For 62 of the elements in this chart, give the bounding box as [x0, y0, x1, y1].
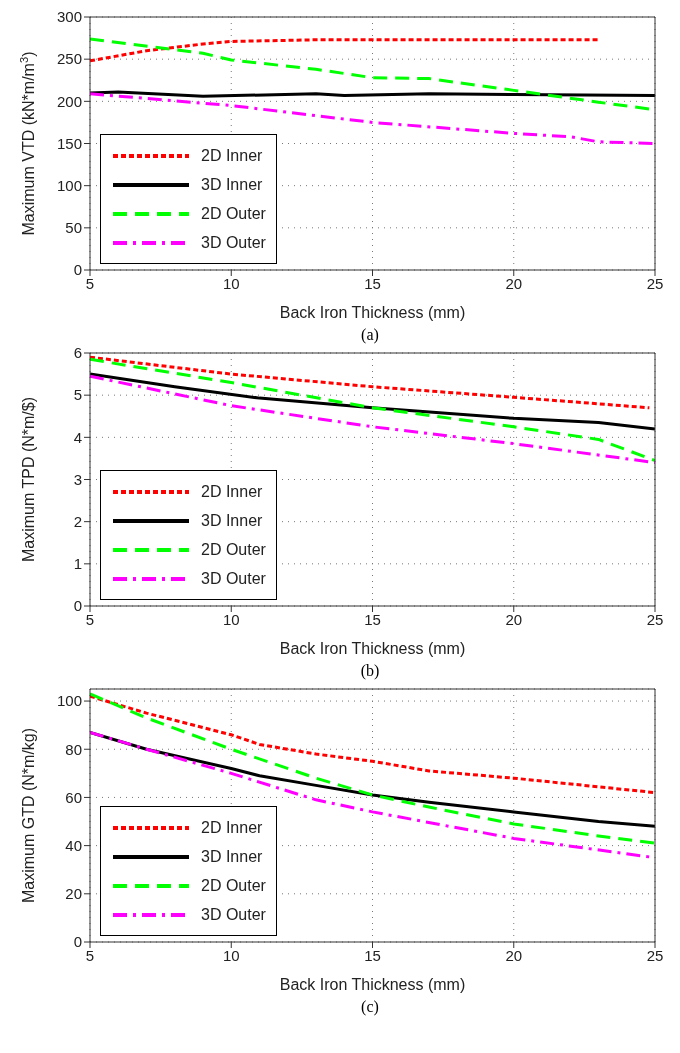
line-series [90, 692, 655, 845]
y-tick-label: 200 [56, 92, 82, 110]
y-tick-label: 2 [73, 512, 82, 530]
y-tick-label: 3 [73, 470, 82, 488]
y-tick-label: 6 [73, 344, 82, 362]
line-series [90, 694, 655, 795]
x-axis-title: Back Iron Thickness (mm) [279, 304, 466, 321]
x-tick-label: 10 [222, 610, 240, 628]
y-tick-label: 5 [73, 386, 82, 404]
text: (c) [360, 998, 380, 1016]
legend-label: 3D Inner [201, 511, 263, 530]
legend-label: 2D Inner [201, 146, 263, 165]
y-tick-label: 100 [56, 176, 82, 194]
legend-label: 3D Inner [201, 175, 263, 194]
y-tick-label: 100 [56, 692, 82, 710]
x-tick-label: 25 [646, 946, 664, 964]
line-series [90, 357, 655, 463]
legend-label: 2D Inner [201, 818, 263, 837]
y-tick-label: 0 [73, 597, 82, 615]
x-tick-label: 20 [505, 946, 523, 964]
x-tick-label: 5 [85, 946, 95, 964]
x-tick-label: 5 [85, 274, 95, 292]
legend-label: 3D Inner [201, 847, 263, 866]
y-tick-label: 250 [56, 50, 82, 68]
x-tick-label: 20 [505, 274, 523, 292]
x-tick-label: 15 [364, 946, 381, 964]
y-tick-label: 40 [65, 836, 82, 854]
line-series [90, 355, 651, 410]
y-tick-label: 60 [65, 788, 82, 806]
x-tick-label: 25 [646, 274, 664, 292]
legend-label: 2D Outer [201, 876, 266, 895]
y-tick-label: 150 [56, 134, 82, 152]
legend-label: 3D Outer [201, 569, 266, 588]
x-tick-label: 10 [222, 946, 240, 964]
y-tick-label: 300 [56, 8, 82, 26]
x-tick-label: 10 [222, 274, 240, 292]
legend-label: 2D Outer [201, 540, 266, 559]
x-tick-label: 15 [364, 610, 381, 628]
line-series [90, 92, 655, 145]
y-tick-label: 0 [73, 933, 82, 951]
legend-label: 2D Inner [201, 482, 263, 501]
y-tick-label: 50 [65, 219, 82, 237]
x-axis-title: Back Iron Thickness (mm) [279, 976, 466, 993]
x-axis-title: Back Iron Thickness (mm) [279, 640, 466, 657]
x-tick-label: 5 [85, 610, 95, 628]
legend-label: 2D Outer [201, 204, 266, 223]
line-series [90, 38, 600, 63]
line-series [90, 372, 655, 431]
y-tick-label: 4 [73, 428, 82, 446]
y-axis-title: Maximum TPD (N*m/$) [20, 396, 37, 563]
y-tick-label: 20 [65, 885, 82, 903]
y-tick-label: 1 [73, 555, 82, 573]
legend-label: 3D Outer [201, 905, 266, 924]
x-tick-label: 25 [646, 610, 664, 628]
y-tick-label: 0 [73, 261, 82, 279]
text: (a) [360, 326, 380, 344]
text: (b) [359, 662, 381, 680]
legend-label: 3D Outer [201, 233, 266, 252]
y-axis-title: Maximum GTD (N*m/kg) [20, 727, 37, 904]
x-tick-label: 15 [364, 274, 381, 292]
x-tick-label: 20 [505, 610, 523, 628]
y-tick-label: 80 [65, 740, 82, 758]
